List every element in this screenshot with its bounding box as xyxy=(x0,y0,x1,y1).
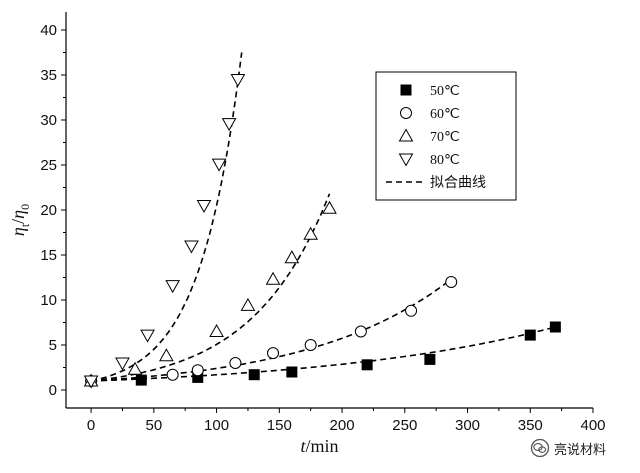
y-tick-label: 35 xyxy=(40,67,57,84)
data-point-series-2 xyxy=(445,276,458,288)
data-point-series-1 xyxy=(524,329,536,341)
fit-curve-4 xyxy=(90,52,243,382)
y-tick-label: 20 xyxy=(40,202,57,219)
data-point-series-3 xyxy=(159,348,174,362)
legend-box xyxy=(375,71,517,201)
legend-marker xyxy=(398,128,414,142)
data-point-series-4 xyxy=(140,329,155,343)
data-point-series-3 xyxy=(303,226,319,240)
data-point-series-3 xyxy=(265,271,281,285)
x-tick-label: 50 xyxy=(145,417,162,434)
y-tick-label: 15 xyxy=(40,247,57,264)
data-point-series-2 xyxy=(229,357,242,369)
data-point-series-1 xyxy=(286,366,298,378)
data-point-series-1 xyxy=(192,371,204,383)
data-point-series-2 xyxy=(191,364,204,377)
legend-label: 80℃ xyxy=(430,153,460,168)
data-point-series-2 xyxy=(304,339,317,351)
fit-curve-3 xyxy=(90,193,331,382)
x-axis-ticks: 0 50 100 150 200 250 300 350 400 xyxy=(87,408,606,434)
data-point-series-1 xyxy=(424,353,436,365)
data-point-series-2 xyxy=(354,325,367,338)
data-point-series-1 xyxy=(135,374,147,386)
y-tick-label: 25 xyxy=(40,157,57,174)
data-point-series-1 xyxy=(361,359,373,371)
y-tick-label: 10 xyxy=(40,292,57,309)
data-point-series-4 xyxy=(165,280,181,294)
data-point-series-4 xyxy=(221,118,237,132)
y-tick-label: 5 xyxy=(49,337,57,354)
data-point-series-2 xyxy=(166,368,179,381)
legend-label: 60℃ xyxy=(430,107,460,122)
data-point-series-1 xyxy=(248,369,260,381)
y-tick-label: 30 xyxy=(40,112,57,129)
data-point-series-3 xyxy=(240,297,256,311)
x-tick-label: 150 xyxy=(267,417,292,434)
data-point-series-4 xyxy=(196,200,212,214)
x-tick-label: 100 xyxy=(204,417,229,434)
legend-marker xyxy=(400,107,412,119)
data-point-series-1 xyxy=(549,321,561,333)
data-point-series-3 xyxy=(209,323,224,337)
data-markers xyxy=(83,74,561,389)
x-tick-label: 0 xyxy=(87,417,95,434)
wechat-logo-icon xyxy=(530,438,550,458)
legend-label: 70℃ xyxy=(430,130,460,145)
data-point-series-4 xyxy=(83,375,99,389)
legend-marker xyxy=(400,84,412,96)
legend: 50℃ 60℃ 70℃ 80℃ 拟合曲线 xyxy=(375,71,517,201)
legend-marker xyxy=(398,153,414,167)
y-tick-label: 0 xyxy=(49,382,57,399)
x-axis-title: t/min xyxy=(300,436,338,456)
legend-fit-label: 拟合曲线 xyxy=(430,175,486,191)
axis-titles: t/min ηt/η0 xyxy=(8,204,339,456)
legend-label: 50℃ xyxy=(430,84,460,99)
data-point-series-3 xyxy=(322,200,337,214)
x-tick-label: 200 xyxy=(330,417,355,434)
data-point-series-2 xyxy=(267,347,280,360)
fit-curve-1 xyxy=(91,326,556,382)
data-point-series-3 xyxy=(284,250,300,264)
x-tick-label: 300 xyxy=(455,417,480,434)
data-point-series-4 xyxy=(115,357,130,371)
data-point-series-3 xyxy=(127,361,143,375)
data-point-series-4 xyxy=(230,74,246,88)
x-tick-label: 400 xyxy=(580,417,605,434)
y-axis-title: ηt/η0 xyxy=(8,204,32,236)
data-point-series-4 xyxy=(184,240,199,254)
x-tick-label: 250 xyxy=(392,417,417,434)
data-point-series-4 xyxy=(211,158,227,172)
x-tick-label: 350 xyxy=(518,417,543,434)
y-tick-label: 40 xyxy=(40,22,57,39)
y-axis-ticks: 0 5 10 15 20 25 30 35 40 xyxy=(40,22,66,399)
watermark: 亮说材料 xyxy=(530,438,606,458)
watermark-text: 亮说材料 xyxy=(554,442,607,458)
data-point-series-2 xyxy=(405,304,418,317)
